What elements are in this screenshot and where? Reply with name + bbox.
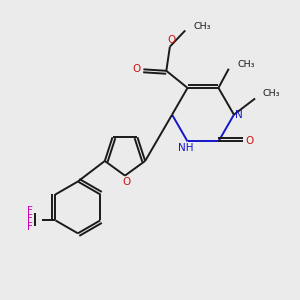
Text: O: O [246,136,254,146]
Text: CH₃: CH₃ [194,22,211,32]
Text: F: F [27,214,33,224]
Text: F: F [27,206,33,216]
Text: N: N [235,110,243,120]
Text: F: F [27,222,33,232]
Text: O: O [167,35,176,45]
Text: CH₃: CH₃ [262,89,280,98]
Text: O: O [133,64,141,74]
Text: CH₃: CH₃ [237,60,254,69]
Text: O: O [122,177,130,187]
Text: NH: NH [178,143,194,153]
